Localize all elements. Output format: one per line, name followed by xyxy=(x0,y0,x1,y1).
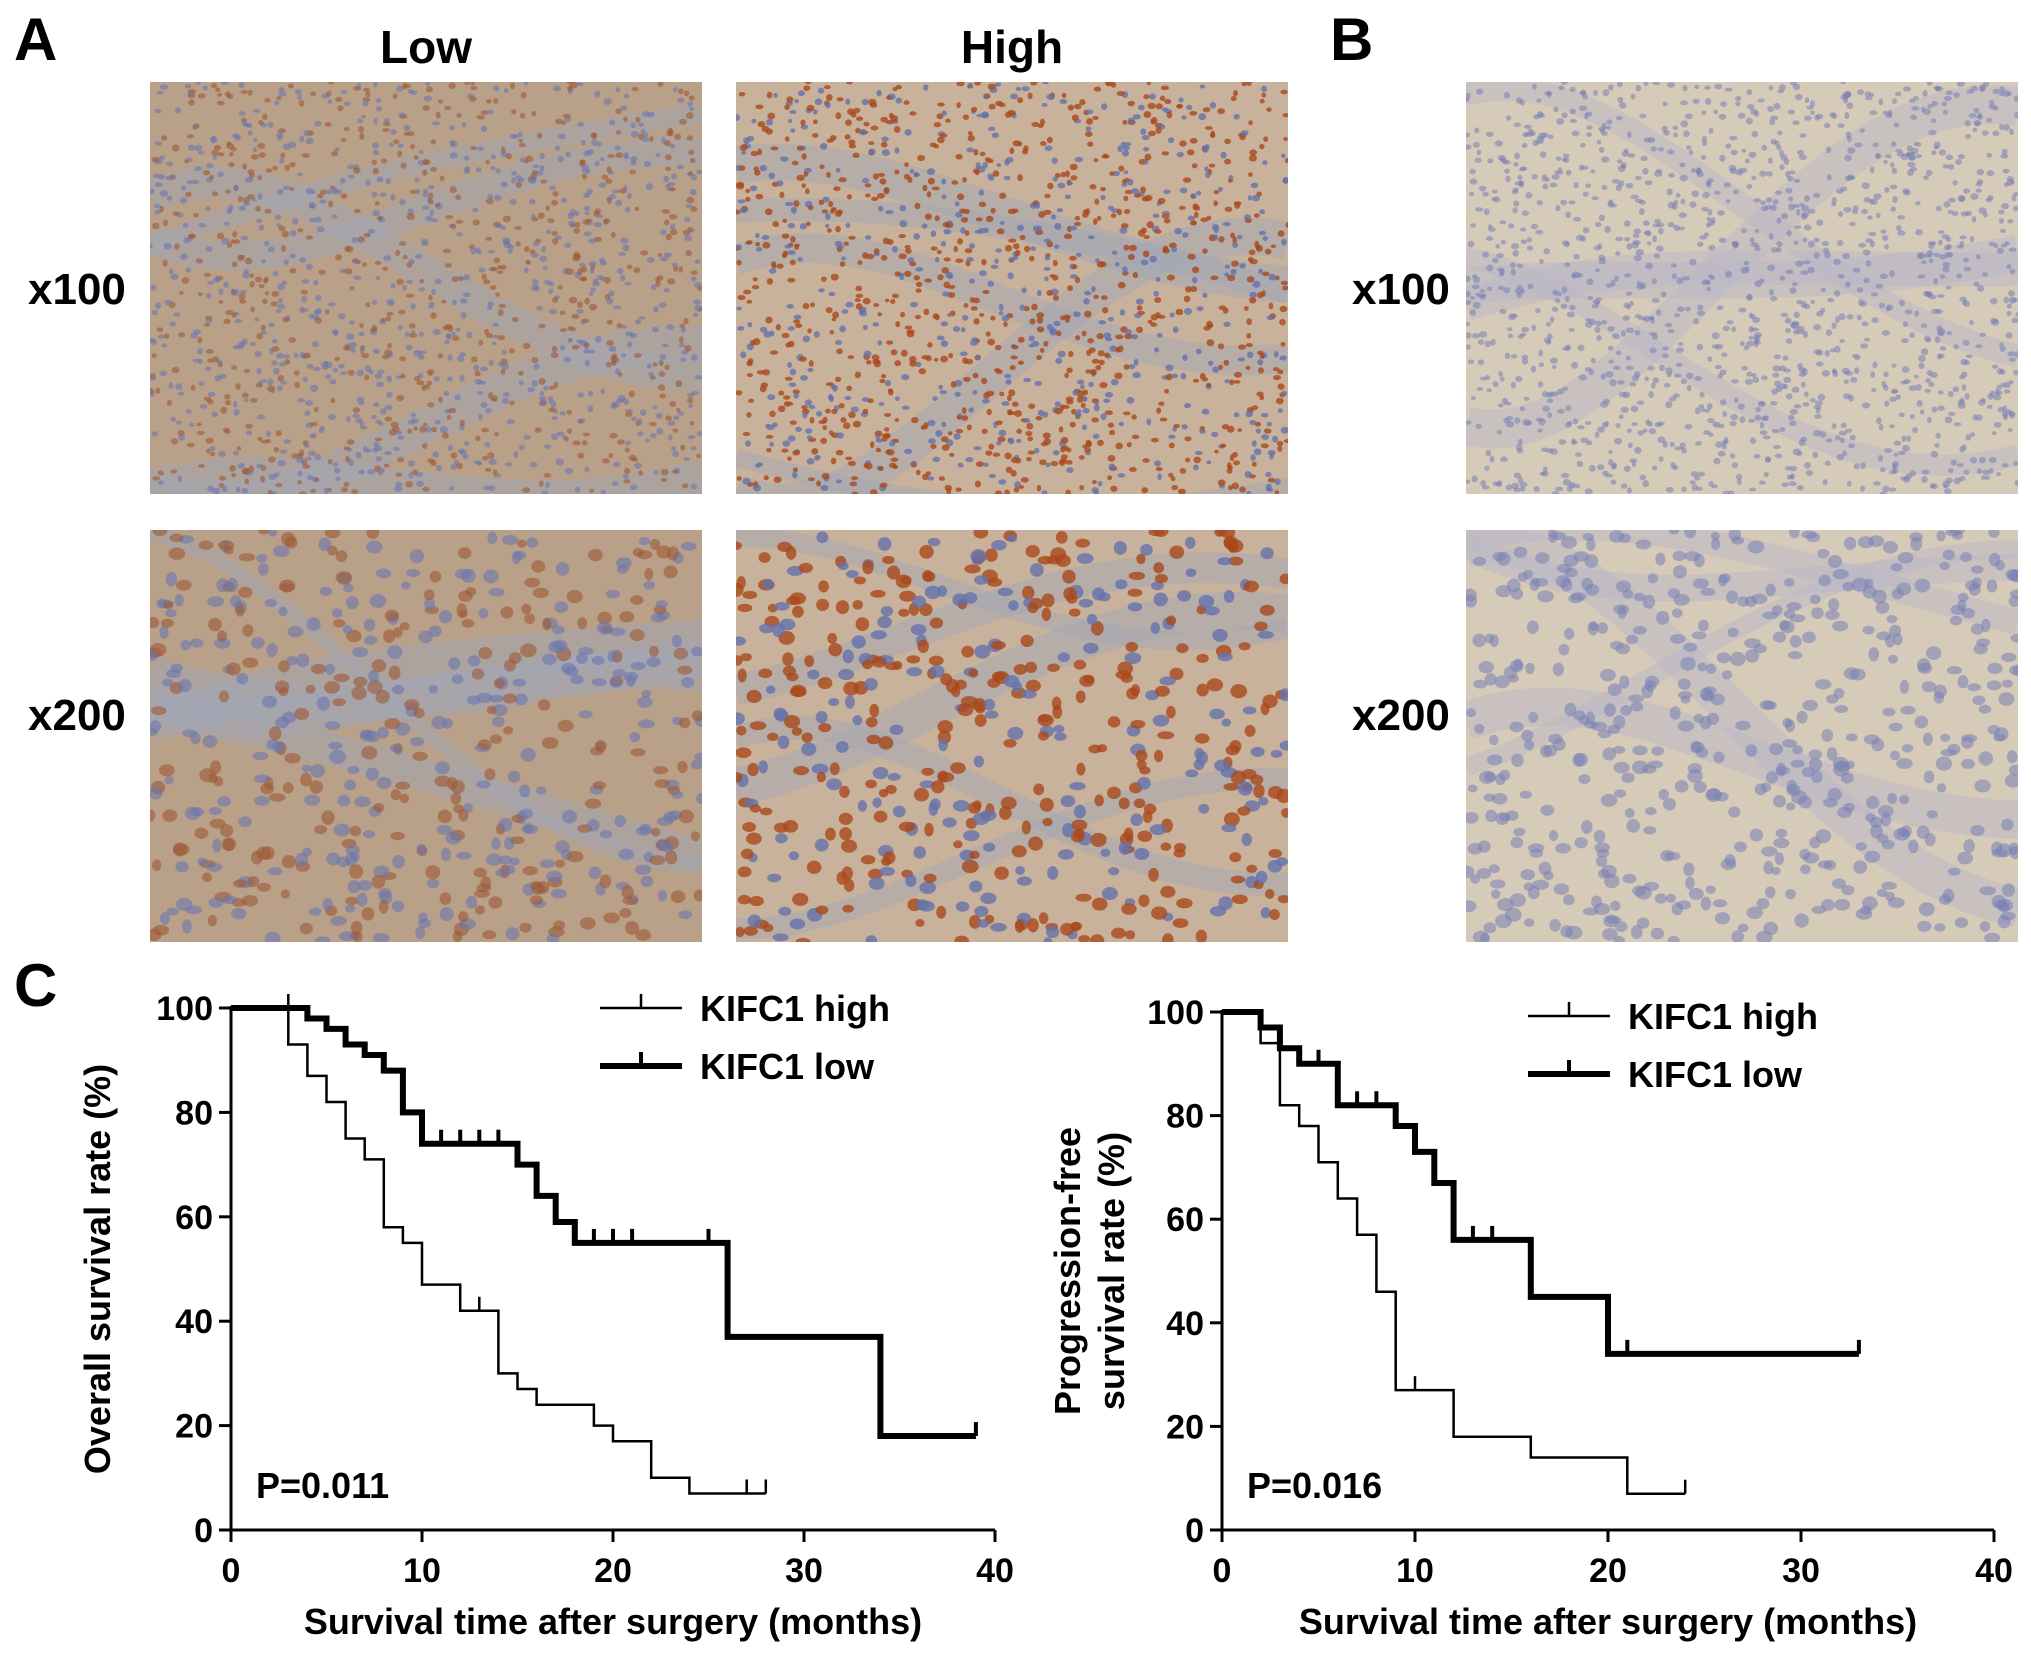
micrograph-high-x200 xyxy=(736,530,1288,942)
panel-c-letter: C xyxy=(14,952,58,1019)
micrograph-texture xyxy=(150,82,702,494)
y-tick-label: 0 xyxy=(194,1512,213,1550)
legend-item-1: KIFC1 high xyxy=(600,988,890,1029)
row-label-x100-a: x100 xyxy=(28,265,126,314)
micrograph-negative-x100 xyxy=(1466,82,2018,494)
y-tick-label: 0 xyxy=(1185,1512,1204,1550)
km-curve-high xyxy=(231,1006,766,1495)
x-tick-label: 10 xyxy=(403,1552,441,1590)
km-curve-low xyxy=(231,1005,976,1440)
y-axis-label-line-1: Progression-free xyxy=(1047,1127,1088,1415)
x-tick-label: 40 xyxy=(1975,1552,2013,1590)
y-tick-label: 60 xyxy=(1166,1201,1204,1239)
x-tick-label: 0 xyxy=(222,1552,241,1590)
p-value-annotation: P=0.011 xyxy=(256,1465,389,1506)
y-axis-label-line-2: survival rate (%) xyxy=(1091,1132,1132,1410)
x-tick-label: 30 xyxy=(1782,1552,1820,1590)
legend-label: KIFC1 low xyxy=(700,1046,875,1087)
column-label-low: Low xyxy=(380,21,472,73)
x-tick-label: 20 xyxy=(1589,1552,1627,1590)
p-value-annotation: P=0.016 xyxy=(1247,1465,1382,1506)
legend-item-2: KIFC1 low xyxy=(600,1046,875,1087)
micrograph-texture xyxy=(150,530,702,942)
micrograph-texture xyxy=(1466,530,2018,942)
column-label-high: High xyxy=(960,21,1064,73)
row-label-x200-a: x200 xyxy=(28,691,126,740)
micrograph-texture xyxy=(736,82,1288,494)
panel-b-letter: B xyxy=(1330,6,1374,73)
panel-a-letter: A xyxy=(14,6,58,73)
x-tick-label: 0 xyxy=(1213,1552,1232,1590)
km-chart-1: 0 10 20 30 40 0 20 40 60 80 100 Survival time after… xyxy=(77,988,1014,1642)
y-tick-label: 60 xyxy=(175,1199,213,1237)
legend-item-1: KIFC1 high xyxy=(1528,996,1818,1037)
legend-label: KIFC1 low xyxy=(1628,1054,1803,1095)
y-tick-label: 100 xyxy=(1147,994,1204,1032)
km-curve-high xyxy=(1222,1010,1686,1495)
y-tick-label: 40 xyxy=(1166,1305,1204,1343)
micrograph-low-x100 xyxy=(150,82,702,494)
legend-label: KIFC1 high xyxy=(700,988,890,1029)
y-tick-label: 80 xyxy=(1166,1098,1204,1136)
y-tick-label: 80 xyxy=(175,1094,213,1132)
y-tick-label: 40 xyxy=(175,1303,213,1341)
micrograph-texture xyxy=(1466,82,2018,494)
x-tick-label: 40 xyxy=(976,1552,1014,1590)
micrograph-negative-x200 xyxy=(1466,530,2018,942)
micrograph-texture xyxy=(736,530,1288,942)
y-tick-label: 20 xyxy=(175,1408,213,1446)
x-tick-label: 20 xyxy=(594,1552,632,1590)
km-curve-low xyxy=(1222,1009,1859,1357)
km-chart-2: 0 10 20 30 40 0 20 40 60 80 100 Survival time after… xyxy=(1047,994,2013,1642)
y-tick-label: 100 xyxy=(156,990,213,1028)
x-axis-label: Survival time after surgery (months) xyxy=(304,1601,922,1642)
micrograph-high-x100 xyxy=(736,82,1288,494)
x-tick-label: 10 xyxy=(1396,1552,1434,1590)
x-tick-label: 30 xyxy=(785,1552,823,1590)
row-label-x100-b: x100 xyxy=(1352,265,1450,314)
legend-label: KIFC1 high xyxy=(1628,996,1818,1037)
row-label-x200-b: x200 xyxy=(1352,691,1450,740)
y-axis-label: Overall survival rate (%) xyxy=(77,1064,118,1474)
micrograph-low-x200 xyxy=(150,530,702,942)
y-tick-label: 20 xyxy=(1166,1408,1204,1446)
legend-item-2: KIFC1 low xyxy=(1528,1054,1803,1095)
x-axis-label: Survival time after surgery (months) xyxy=(1299,1601,1917,1642)
